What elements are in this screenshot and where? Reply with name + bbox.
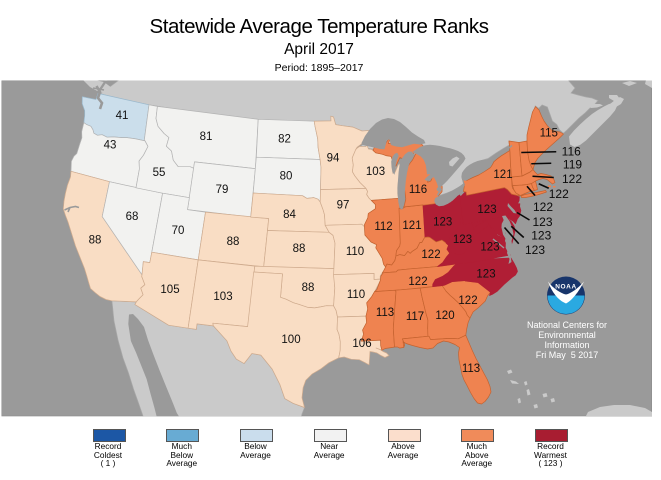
svg-text:84: 84 [283,209,296,221]
svg-text:105: 105 [160,284,179,296]
svg-text:41: 41 [116,110,129,122]
svg-text:88: 88 [89,235,102,247]
svg-text:123: 123 [525,243,545,257]
svg-text:115: 115 [540,128,558,140]
svg-text:110: 110 [347,289,365,301]
svg-text:70: 70 [172,225,185,237]
svg-text:106: 106 [352,338,371,350]
svg-text:81: 81 [200,131,213,143]
svg-text:122: 122 [549,187,569,201]
svg-text:113: 113 [462,363,480,375]
svg-text:113: 113 [376,307,394,319]
svg-text:122: 122 [421,249,440,261]
svg-text:123: 123 [453,234,472,246]
svg-text:103: 103 [213,291,232,303]
svg-text:122: 122 [458,295,477,307]
svg-text:123: 123 [480,242,499,254]
svg-text:122: 122 [562,172,582,186]
svg-text:80: 80 [280,171,293,183]
svg-text:123: 123 [476,269,495,281]
svg-text:120: 120 [435,310,454,322]
svg-text:123: 123 [531,229,551,243]
svg-text:103: 103 [366,166,385,178]
svg-text:55: 55 [153,167,166,179]
svg-text:88: 88 [302,282,315,294]
svg-text:100: 100 [281,334,300,346]
svg-text:122: 122 [408,276,427,288]
svg-text:123: 123 [433,217,452,229]
svg-text:122: 122 [533,200,553,214]
svg-text:116: 116 [562,144,581,158]
svg-text:88: 88 [293,243,306,255]
svg-text:112: 112 [374,221,392,233]
svg-text:123: 123 [477,204,496,216]
svg-text:88: 88 [227,236,240,248]
svg-text:82: 82 [278,134,291,146]
svg-text:117: 117 [406,311,424,323]
svg-text:97: 97 [337,200,350,212]
svg-text:121: 121 [493,169,512,181]
svg-text:116: 116 [409,184,427,196]
svg-text:68: 68 [126,211,139,223]
svg-text:79: 79 [216,184,229,196]
svg-text:110: 110 [346,246,364,258]
svg-text:43: 43 [104,140,117,152]
svg-text:NOAA: NOAA [555,284,577,291]
svg-text:94: 94 [327,153,340,165]
svg-text:123: 123 [532,215,552,229]
svg-text:119: 119 [563,157,582,171]
svg-text:121: 121 [402,220,421,232]
